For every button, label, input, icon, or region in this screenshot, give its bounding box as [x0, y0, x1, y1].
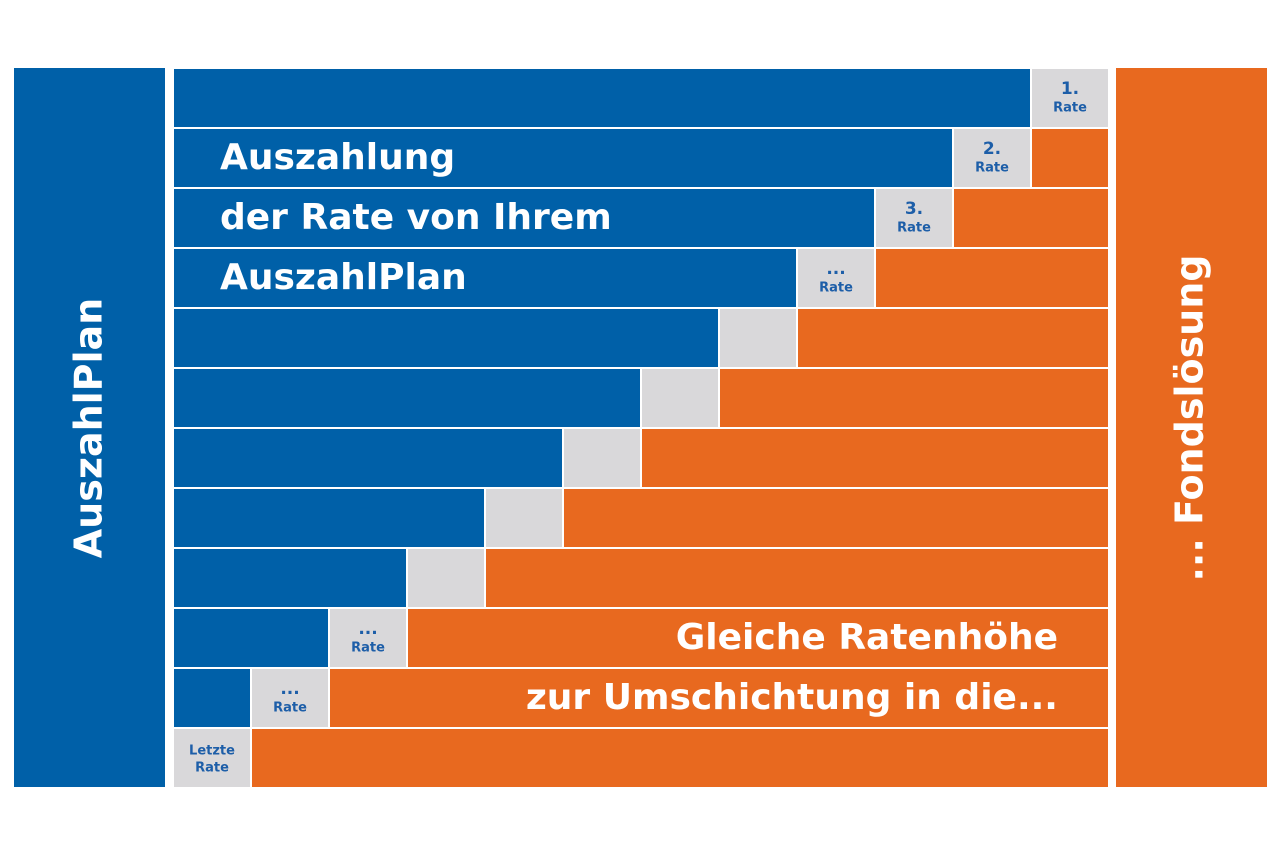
right-label: ... Fondslösung	[1168, 255, 1212, 582]
orange-segment	[486, 549, 1108, 607]
blue-segment	[174, 429, 562, 487]
orange-segment	[252, 729, 1108, 787]
blue-segment	[174, 309, 718, 367]
rate-mark: ...	[826, 259, 845, 279]
orange-segment	[720, 369, 1108, 427]
orange-segment	[954, 189, 1108, 247]
rate-mark: 1.	[1061, 79, 1079, 99]
rate-mark: Letzte	[189, 744, 235, 759]
orange-text: Gleiche Ratenhöhe	[676, 617, 1058, 658]
blue-segment	[174, 669, 250, 727]
grey-cell	[876, 189, 952, 247]
blue-text: Auszahlung	[220, 137, 455, 178]
rate-label: Rate	[975, 161, 1009, 176]
blue-segment	[174, 249, 796, 307]
orange-text: zur Umschichtung in die...	[526, 677, 1058, 718]
rate-mark: 2.	[983, 139, 1001, 159]
grey-cell	[954, 129, 1030, 187]
blue-segment	[174, 69, 1030, 127]
orange-segment	[1032, 129, 1108, 187]
orange-segment	[564, 489, 1108, 547]
grey-cell	[252, 669, 328, 727]
left-bar	[14, 68, 165, 787]
orange-segment	[798, 309, 1108, 367]
rate-label: Rate	[819, 281, 853, 296]
blue-text: AuszahlPlan	[220, 257, 467, 298]
grey-cell	[408, 549, 484, 607]
left-label: AuszahlPlan	[67, 298, 111, 559]
grey-cell	[330, 609, 406, 667]
rate-label: Rate	[273, 701, 307, 716]
rate-label: Rate	[897, 221, 931, 236]
grey-cell	[642, 369, 718, 427]
grey-cell	[486, 489, 562, 547]
rate-mark: 3.	[905, 199, 923, 219]
blue-segment	[174, 609, 328, 667]
rate-label: Rate	[351, 641, 385, 656]
grey-cell	[1032, 69, 1108, 127]
blue-segment	[174, 549, 406, 607]
orange-segment	[642, 429, 1108, 487]
rate-label: Rate	[195, 761, 229, 776]
grey-cell	[720, 309, 796, 367]
grey-cell	[174, 729, 250, 787]
grey-cell	[798, 249, 874, 307]
blue-segment	[174, 129, 952, 187]
blue-segment	[174, 489, 484, 547]
blue-text: der Rate von Ihrem	[220, 197, 612, 238]
rate-mark: ...	[358, 619, 377, 639]
orange-segment	[330, 669, 1108, 727]
rate-mark: ...	[280, 679, 299, 699]
orange-segment	[876, 249, 1108, 307]
blue-segment	[174, 189, 874, 247]
grey-cell	[564, 429, 640, 487]
right-bar	[1116, 68, 1267, 787]
orange-segment	[408, 609, 1108, 667]
rate-label: Rate	[1053, 101, 1087, 116]
blue-segment	[174, 369, 640, 427]
